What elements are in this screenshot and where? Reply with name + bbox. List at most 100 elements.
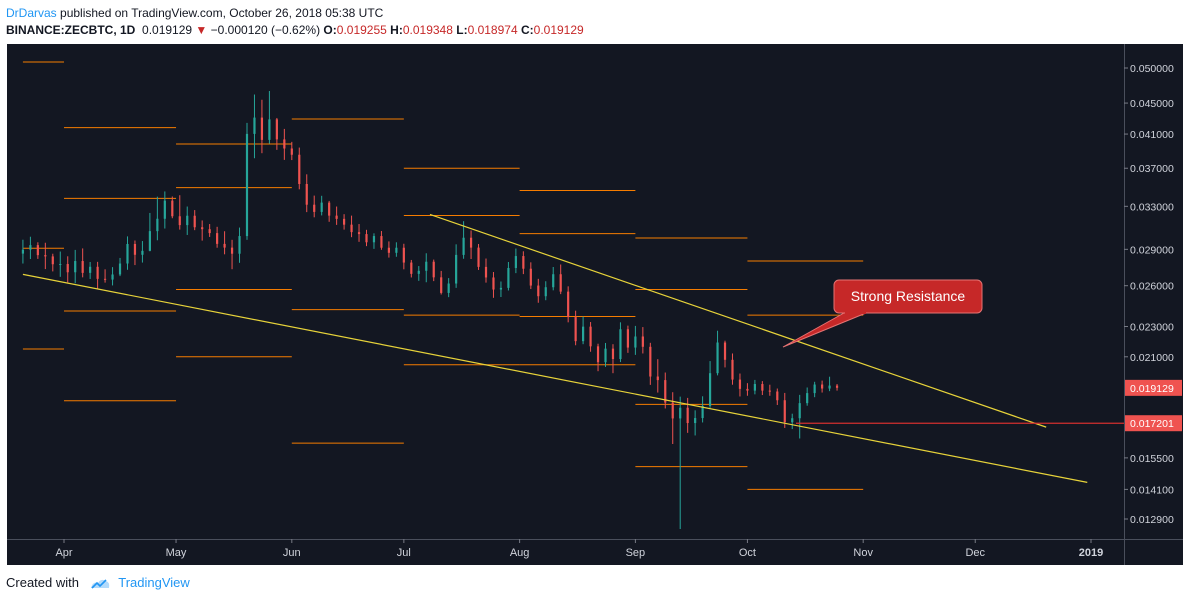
bear-candle-body (589, 326, 592, 347)
bull-candle-body (111, 274, 114, 280)
bear-candle-body (193, 215, 196, 228)
bear-candle-body (208, 229, 211, 234)
bear-candle-body (738, 379, 742, 389)
bear-candle-body (133, 243, 137, 255)
bull-candle-body (634, 336, 637, 348)
bear-candle-body (365, 234, 368, 243)
y-tick-label: 0.041000 (1130, 129, 1174, 141)
bear-candle-body (350, 224, 353, 233)
bear-candle-body (51, 256, 54, 265)
bull-candle-body (447, 283, 450, 293)
trendline-lower (22, 273, 1088, 483)
bull-candle-body (582, 326, 585, 342)
bull-candle-body (679, 407, 682, 419)
bull-candle-body (148, 231, 151, 251)
price-change: −0.000120 (−0.62%) (210, 23, 321, 37)
tradingview-brand-link[interactable]: TradingView (118, 575, 190, 590)
high-label: H: (390, 23, 403, 37)
bull-candle-body (514, 256, 517, 268)
author-link[interactable]: DrDarvas (6, 6, 57, 20)
price-axis (1124, 44, 1183, 539)
bear-candle-body (641, 336, 644, 347)
symbol-pair[interactable]: BINANCE:ZECBTC, 1D (6, 23, 136, 37)
down-arrow-icon: ▼ (195, 23, 208, 37)
bear-candle-body (686, 407, 689, 424)
trendline-upper (429, 213, 1047, 428)
bull-candle-body (21, 249, 25, 254)
bear-candle-body (178, 216, 181, 226)
x-tick-label: May (166, 547, 187, 559)
bull-candle-body (253, 117, 256, 134)
bull-candle-body (507, 267, 510, 288)
bear-candle-body (649, 346, 652, 377)
bull-candle-body (74, 261, 77, 273)
bull-candle-body (245, 133, 249, 237)
bull-candle-body (619, 329, 622, 360)
x-tick-label: Jul (397, 547, 411, 559)
low-label: L: (456, 23, 468, 37)
bull-candle-body (118, 263, 122, 275)
bull-candle-body (425, 261, 428, 271)
bull-candle-body (59, 264, 62, 266)
bear-candle-body (171, 200, 174, 217)
bull-candle-body (29, 245, 32, 250)
y-tick-label: 0.014100 (1130, 484, 1174, 496)
bear-candle-body (484, 266, 488, 278)
bull-candle-body (499, 287, 503, 290)
created-with-text: Created with (6, 575, 79, 590)
bear-candle-body (626, 329, 630, 348)
callout-box (833, 279, 983, 314)
bull-candle-body (694, 418, 697, 424)
bear-candle-body (776, 391, 779, 401)
bear-candle-body (671, 402, 674, 419)
bear-candle-body (432, 261, 435, 278)
bear-candle-body (410, 262, 413, 274)
bull-candle-body (708, 373, 712, 406)
price-tag-box (1125, 379, 1182, 396)
bull-candle-body (89, 266, 92, 273)
bull-candle-body (828, 385, 831, 389)
y-tick-label: 0.023000 (1130, 321, 1174, 333)
bear-candle-body (402, 247, 405, 263)
bear-candle-body (574, 317, 577, 342)
bear-candle-body (223, 243, 226, 248)
footer: Created with TradingView (6, 575, 190, 591)
bear-candle-body (440, 277, 443, 293)
bull-candle-body (163, 200, 166, 219)
bear-candle-body (656, 376, 659, 381)
bear-candle-body (477, 247, 480, 267)
x-tick-label: Apr (55, 547, 72, 559)
bear-candle-body (216, 233, 219, 244)
last-price: 0.019129 (142, 23, 193, 37)
bear-candle-body (835, 385, 839, 388)
bull-candle-body (372, 236, 376, 243)
bull-candle-body (701, 405, 704, 419)
x-tick-label: Oct (739, 547, 756, 559)
bear-candle-body (559, 274, 562, 292)
bull-candle-body (320, 202, 323, 212)
bear-candle-body (492, 277, 495, 290)
callout-label: Strong Resistance (851, 288, 966, 304)
bull-candle-body (455, 254, 458, 284)
y-tick-label: 0.050000 (1130, 63, 1174, 75)
open-value: 0.019255 (336, 23, 387, 37)
bull-candle-body (186, 215, 189, 226)
x-tick-label: Jun (283, 547, 301, 559)
open-label: O: (323, 23, 337, 37)
bull-candle-body (552, 274, 555, 288)
bear-candle-body (768, 390, 771, 392)
price-tag-label: 0.019129 (1130, 383, 1174, 395)
bear-candle-body (201, 227, 204, 230)
bull-candle-body (126, 243, 129, 264)
bull-candle-body (156, 218, 159, 232)
y-tick-label: 0.015500 (1130, 453, 1174, 465)
bull-candle-body (268, 119, 271, 140)
low-value: 0.018974 (467, 23, 518, 37)
bear-candle-body (260, 117, 264, 140)
bear-candle-body (103, 278, 107, 280)
bear-candle-body (522, 256, 525, 269)
published-text: published on TradingView.com, October 26… (60, 6, 384, 20)
bear-candle-body (469, 237, 473, 248)
bull-candle-body (798, 403, 801, 419)
